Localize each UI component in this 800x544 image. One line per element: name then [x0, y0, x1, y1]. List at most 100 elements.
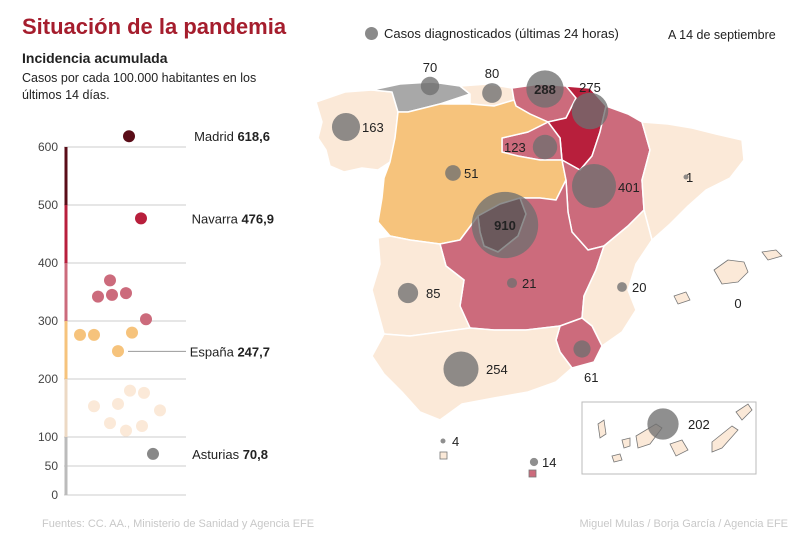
- island-fuerteventura: [711, 425, 739, 453]
- incidence-value: 476,9: [241, 211, 274, 226]
- case-bubble: [571, 92, 609, 130]
- y-tick-label: 500: [38, 198, 58, 212]
- page-title: Situación de la pandemia: [22, 14, 287, 39]
- case-bubble: [331, 112, 361, 142]
- strip-point-label: Navarra 476,9: [192, 211, 274, 226]
- case-bubble-labels: 163 70 80 288 275 123 51 401 1 910 21 85 20 0 61 254 202…: [362, 60, 742, 470]
- case-count-label: 123: [504, 140, 526, 155]
- y-tick-label: 50: [45, 459, 59, 473]
- case-count-label: 85: [426, 286, 440, 301]
- region-name: Navarra: [192, 211, 242, 226]
- case-bubble: [440, 438, 446, 444]
- case-bubble: [571, 163, 617, 209]
- date-label: A 14 de septiembre: [668, 28, 776, 42]
- island-la-palma: [597, 419, 607, 439]
- y-tick-labels: 0 50 100 200 300 400 500 600: [38, 140, 58, 502]
- legend-bubble-icon: [365, 27, 378, 40]
- case-count-label: 401: [618, 180, 640, 195]
- case-count-label: 14: [542, 455, 556, 470]
- y-tick-label: 0: [51, 488, 58, 502]
- canarias-inset: [581, 401, 757, 475]
- case-bubble: [443, 351, 479, 387]
- case-count-label: 910: [494, 218, 516, 233]
- chart-subtitle: Incidencia acumulada: [22, 50, 168, 66]
- case-count-label: 1: [686, 170, 693, 185]
- strip-point: [126, 326, 138, 339]
- strip-point-labels: Madrid 618,6 Navarra 476,9 España 247,7 Ast…: [128, 129, 274, 462]
- strip-point-label: España 247,7: [190, 344, 270, 359]
- case-count-label: 21: [522, 276, 536, 291]
- region-name: Asturias: [192, 447, 243, 462]
- chart-description: Casos por cada 100.000 habitantes en los…: [22, 71, 257, 102]
- case-count-label: 163: [362, 120, 384, 135]
- case-bubble: [526, 70, 564, 108]
- strip-point: [104, 417, 116, 430]
- legend-label: Casos diagnosticados (últimas 24 horas): [384, 26, 619, 41]
- y-tick-label: 200: [38, 372, 58, 386]
- strip-point: [138, 386, 150, 399]
- case-count-label: 254: [486, 362, 508, 377]
- case-bubble: [482, 83, 502, 103]
- case-bubble: [573, 340, 591, 358]
- footer-credits: Miguel Mulas / Borja García / Agencia EF…: [579, 518, 788, 530]
- spain-map: [315, 81, 783, 421]
- region-cataluna: [641, 121, 745, 241]
- incidence-value: 247,7: [237, 344, 270, 359]
- case-count-label: 70: [423, 60, 437, 75]
- strip-point-labeled: [147, 447, 159, 460]
- case-bubble: [529, 457, 539, 467]
- strip-point: [106, 288, 118, 301]
- case-bubble: [683, 174, 689, 180]
- case-bubble: [617, 282, 627, 292]
- y-tick-label: 600: [38, 140, 58, 154]
- island-menorca: [761, 249, 783, 261]
- strip-point: [74, 328, 86, 341]
- island-lanzarote: [735, 403, 753, 421]
- strip-point-label: Asturias 70,8: [192, 447, 268, 462]
- case-bubble: [506, 277, 518, 289]
- region-name: España: [190, 344, 238, 359]
- strip-point: [120, 287, 132, 300]
- case-count-label: 202: [688, 417, 710, 432]
- strip-points: [74, 130, 166, 460]
- incidence-value: 618,6: [237, 129, 270, 144]
- y-tick-label: 400: [38, 256, 58, 270]
- chart-gridlines: [64, 146, 186, 496]
- region-asturias: [371, 81, 471, 113]
- strip-point: [88, 328, 100, 341]
- strip-point-labeled: [123, 130, 135, 143]
- case-count-label: 275: [579, 80, 601, 95]
- case-count-label: 80: [485, 66, 499, 81]
- strip-point: [120, 424, 132, 437]
- case-count-label: 20: [632, 280, 646, 295]
- strip-point: [88, 400, 100, 413]
- region-ceuta: [439, 451, 448, 460]
- island-la-gomera: [621, 437, 631, 449]
- region-c-valenciana: [581, 209, 653, 347]
- case-bubble: [420, 76, 440, 96]
- strip-point: [112, 397, 124, 410]
- island-ibiza: [673, 291, 691, 305]
- strip-point-labeled: [135, 212, 147, 225]
- strip-point: [112, 345, 124, 358]
- case-count-label: 4: [452, 434, 459, 449]
- case-count-label: 0: [734, 296, 741, 311]
- case-bubbles: [331, 70, 689, 467]
- legend: Casos diagnosticados (últimas 24 horas): [365, 26, 619, 41]
- island-el-hierro: [611, 453, 623, 463]
- strip-point: [92, 290, 104, 303]
- y-tick-label: 100: [38, 430, 58, 444]
- case-bubble: [445, 165, 461, 181]
- region-baleares: [673, 249, 783, 305]
- island-mallorca: [713, 259, 749, 285]
- canarias-inset-frame: [581, 401, 757, 475]
- case-count-label: 61: [584, 370, 598, 385]
- strip-point: [140, 313, 152, 326]
- island-gran-canaria: [669, 439, 689, 457]
- case-bubble: [397, 282, 419, 304]
- incidence-value: 70,8: [243, 447, 268, 462]
- strip-point: [136, 419, 148, 432]
- incidence-strip-chart: 0 50 100 200 300 400 500 600 Madrid 618,6 Navarr…: [38, 129, 274, 502]
- case-count-label: 288: [534, 82, 556, 97]
